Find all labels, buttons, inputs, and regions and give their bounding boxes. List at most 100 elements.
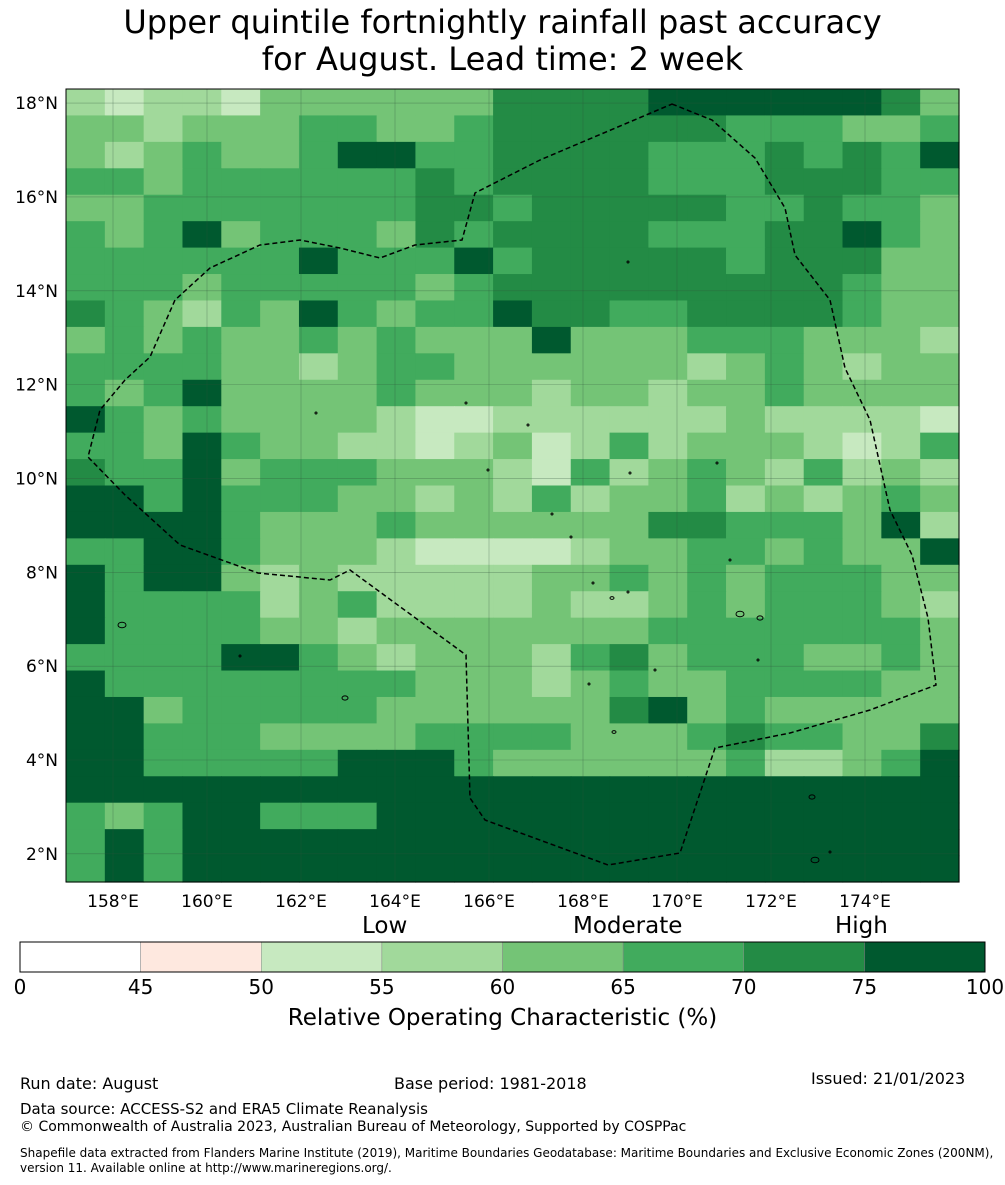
grid-cell <box>104 802 145 830</box>
grid-cell <box>609 194 649 222</box>
grid-cell <box>376 723 417 751</box>
grid-cell <box>764 115 805 143</box>
island-outline <box>626 590 630 594</box>
grid-cell <box>531 670 572 698</box>
grid-cell <box>298 670 339 698</box>
grid-cell <box>104 670 145 698</box>
grid-cell <box>182 168 222 196</box>
grid-cell <box>687 591 727 619</box>
grid-cell <box>454 644 494 672</box>
grid-cell <box>842 89 882 117</box>
grid-cell <box>609 511 649 539</box>
grid-cell <box>454 723 494 751</box>
grid-cell <box>298 221 339 249</box>
grid-cell <box>454 776 494 804</box>
grid-cell <box>415 644 455 672</box>
island-outline <box>810 856 820 864</box>
y-axis-ticks: 18°N 16°N 14°N 12°N 10°N 8°N 6°N 4°N 2°N <box>15 94 58 865</box>
grid-cell <box>104 538 145 566</box>
grid-cell <box>298 564 339 592</box>
colorbar-tick-label: 50 <box>248 975 274 999</box>
grid-cell <box>648 432 688 460</box>
grid-cell <box>570 379 611 407</box>
grid-cell <box>376 115 417 143</box>
grid-cell <box>881 511 921 539</box>
grid-cell <box>260 749 300 777</box>
grid-cell <box>842 353 882 381</box>
grid-cell <box>182 723 222 751</box>
grid-cell <box>66 459 106 487</box>
grid-cell <box>842 617 882 645</box>
grid-cell <box>182 221 222 249</box>
grid-cell <box>454 670 494 698</box>
grid-cell <box>881 723 921 751</box>
shapefile-credit-line-2: version 11. Available online at http://w… <box>20 1161 392 1175</box>
grid-cell <box>493 459 533 487</box>
grid-cell <box>260 141 300 169</box>
grid-cell <box>842 776 882 804</box>
grid-cell <box>182 326 222 354</box>
grid-cell <box>531 300 572 328</box>
grid-cell <box>493 538 533 566</box>
grid-cell <box>493 485 533 513</box>
grid-cell <box>881 855 921 883</box>
grid-cell <box>842 591 882 619</box>
grid-cell <box>454 300 494 328</box>
grid-cell <box>454 221 494 249</box>
grid-cell <box>376 749 417 777</box>
grid-cell <box>182 591 222 619</box>
grid-cell <box>415 776 455 804</box>
grid-cell <box>726 89 766 117</box>
grid-cell <box>298 141 339 169</box>
grid-cell <box>337 723 378 751</box>
grid-cell <box>881 802 921 830</box>
grid-cell <box>221 194 261 222</box>
grid-cell <box>376 274 417 302</box>
grid-cell <box>570 406 611 434</box>
grid-cell <box>920 617 960 645</box>
grid-cell <box>337 670 378 698</box>
grid-cell <box>221 274 261 302</box>
island-outline <box>591 581 595 585</box>
grid-cell <box>609 141 649 169</box>
grid-cell <box>143 644 184 672</box>
grid-cell <box>104 115 145 143</box>
island-outline <box>628 471 632 475</box>
grid-cell <box>221 670 261 698</box>
grid-cell <box>920 89 960 117</box>
grid-cell <box>764 326 805 354</box>
grid-cell <box>531 485 572 513</box>
grid-cell <box>493 511 533 539</box>
grid-cell <box>376 644 417 672</box>
grid-cell <box>493 591 533 619</box>
grid-cell <box>337 696 378 724</box>
grid-cell <box>66 855 106 883</box>
grid-cell <box>726 194 766 222</box>
grid-cell <box>298 538 339 566</box>
grid-cell <box>376 776 417 804</box>
grid-cell <box>260 538 300 566</box>
grid-cell <box>182 432 222 460</box>
grid-cell <box>764 406 805 434</box>
grid-cell <box>298 696 339 724</box>
grid-cell <box>104 274 145 302</box>
y-tick-label: 4°N <box>26 751 58 771</box>
grid-cell <box>531 829 572 857</box>
grid-cell <box>221 141 261 169</box>
grid-cell <box>66 247 106 275</box>
grid-cell <box>415 379 455 407</box>
grid-cell <box>454 379 494 407</box>
grid-cell <box>454 749 494 777</box>
grid-cell <box>337 115 378 143</box>
grid-cell <box>531 644 572 672</box>
grid-cell <box>298 459 339 487</box>
island-outline <box>550 512 554 516</box>
island-outline <box>626 260 630 264</box>
grid-cell <box>260 432 300 460</box>
grid-cell <box>687 115 727 143</box>
grid-cell <box>726 696 766 724</box>
grid-cell <box>803 855 844 883</box>
grid-cell <box>803 353 844 381</box>
grid-cell <box>920 115 960 143</box>
grid-cell <box>260 326 300 354</box>
